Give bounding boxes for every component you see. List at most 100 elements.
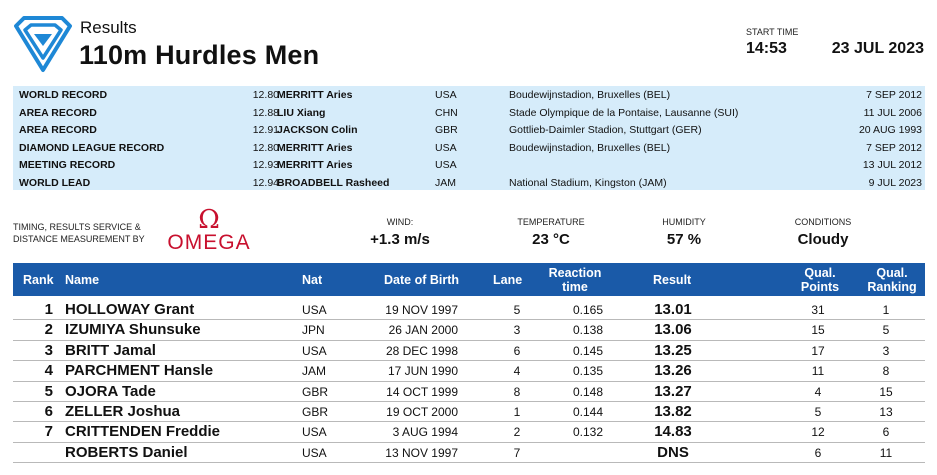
record-type: WORLD LEAD xyxy=(19,176,91,189)
athlete-name: PARCHMENT Hansle xyxy=(65,362,214,380)
qual-ranking-cell: 11 xyxy=(879,445,893,460)
qual-points-cell: 4 xyxy=(814,384,822,399)
record-venue: Boudewijnstadion, Bruxelles (BEL) xyxy=(509,89,671,101)
record-venue: Gottlieb-Daimler Stadion, Stuttgart (GER… xyxy=(509,124,702,136)
result-cell: 13.06 xyxy=(654,321,692,339)
result-row: 1 HOLLOWAY Grant USA 19 NOV 1997 5 0.165… xyxy=(13,300,925,321)
lane-cell: 8 xyxy=(513,384,521,399)
page-title: 110m Hurdles Men xyxy=(79,40,320,70)
header-qual-points-line1: Qual. xyxy=(804,266,836,280)
record-date: 11 JUL 2006 xyxy=(863,106,922,119)
athlete-name: BRITT Jamal xyxy=(65,341,156,359)
record-date: 20 AUG 1993 xyxy=(858,124,922,136)
qual-points-cell: 12 xyxy=(811,425,825,440)
record-type: AREA RECORD xyxy=(19,106,97,119)
dob-cell: 19 OCT 2000 xyxy=(386,405,458,419)
result-cell: 13.82 xyxy=(654,403,692,420)
record-nat: JAM xyxy=(435,176,456,189)
qual-points-cell: 11 xyxy=(811,364,825,379)
omega-logo: Ω OMEGA xyxy=(162,207,256,255)
start-time-label: START TIME xyxy=(746,27,799,37)
dob-cell: 26 JAN 2000 xyxy=(388,323,458,338)
header-dob: Date of Birth xyxy=(384,273,459,287)
rank-cell: 7 xyxy=(44,423,53,441)
result-cell: DNS xyxy=(657,443,689,461)
page-subtitle: Results xyxy=(80,18,137,37)
result-cell: 13.01 xyxy=(654,301,692,318)
header-reaction-line2: time xyxy=(562,280,588,294)
temperature-value: 23 °C xyxy=(532,231,570,248)
result-row: 7 CRITTENDEN Freddie USA 3 AUG 1994 2 0.… xyxy=(13,422,925,443)
dob-cell: 17 JUN 1990 xyxy=(387,364,458,379)
header-qual-ranking-line1: Qual. xyxy=(876,266,908,280)
record-date: 9 JUL 2023 xyxy=(868,176,922,189)
omega-symbol-icon: Ω xyxy=(198,205,220,235)
record-holder: LIU Xiang xyxy=(277,106,326,119)
conditions-value: Cloudy xyxy=(797,231,849,248)
nat-cell: JAM xyxy=(302,364,326,379)
record-row: WORLD RECORD 12.80 MERRITT Aries USA Bou… xyxy=(13,87,925,104)
athlete-name: ROBERTS Daniel xyxy=(65,443,188,461)
diamond-league-logo-icon xyxy=(14,16,72,72)
record-venue: National Stadium, Kingston (JAM) xyxy=(509,176,667,189)
omega-wordmark: OMEGA xyxy=(167,231,251,254)
reaction-cell: 0.165 xyxy=(572,303,604,317)
reaction-cell: 0.144 xyxy=(572,405,604,419)
record-nat: USA xyxy=(435,89,457,101)
wind-value: +1.3 m/s xyxy=(370,231,430,248)
record-mark: 12.88 xyxy=(252,106,279,119)
nat-cell: USA xyxy=(302,425,327,440)
qual-points-cell: 6 xyxy=(814,445,822,460)
athlete-name: IZUMIYA Shunsuke xyxy=(65,321,201,339)
timing-credit: TIMING, RESULTS SERVICE & DISTANCE MEASU… xyxy=(13,221,145,245)
wind-label: WIND: xyxy=(386,217,414,227)
result-cell: 13.27 xyxy=(654,382,692,400)
qual-ranking-cell: 1 xyxy=(882,303,890,317)
record-holder: BROADBELL Rasheed xyxy=(277,176,390,189)
result-row: ROBERTS Daniel USA 13 NOV 1997 7 DNS 6 1… xyxy=(13,443,925,464)
qual-points-cell: 5 xyxy=(814,405,822,419)
dob-cell: 14 OCT 1999 xyxy=(386,384,458,399)
records-panel: WORLD RECORD 12.80 MERRITT Aries USA Bou… xyxy=(13,86,925,190)
nat-cell: USA xyxy=(302,445,327,460)
reaction-cell: 0.148 xyxy=(572,384,604,399)
rank-cell: 6 xyxy=(44,403,53,420)
qual-ranking-cell: 3 xyxy=(882,343,890,358)
record-date: 7 SEP 2012 xyxy=(866,141,922,154)
qual-ranking-cell: 8 xyxy=(882,364,890,379)
record-nat: USA xyxy=(435,141,457,154)
record-type: MEETING RECORD xyxy=(19,159,116,171)
lane-cell: 7 xyxy=(513,445,521,460)
header-name: Name xyxy=(65,273,100,287)
nat-cell: GBR xyxy=(302,405,329,419)
header-rank: Rank xyxy=(23,273,54,287)
header-result: Result xyxy=(653,273,692,287)
record-venue: Stade Olympique de la Pontaise, Lausanne… xyxy=(509,106,739,119)
record-row: AREA RECORD 12.88 LIU Xiang CHN Stade Ol… xyxy=(13,105,925,122)
record-nat: CHN xyxy=(435,106,458,119)
header-lane: Lane xyxy=(493,273,523,287)
lane-cell: 2 xyxy=(513,425,521,440)
record-row: WORLD LEAD 12.94 BROADBELL Rasheed JAM N… xyxy=(13,175,925,192)
record-venue: Boudewijnstadion, Bruxelles (BEL) xyxy=(509,141,671,154)
nat-cell: USA xyxy=(302,343,327,358)
record-type: WORLD RECORD xyxy=(19,89,108,101)
lane-cell: 6 xyxy=(513,343,521,358)
wind-info: WIND: +1.3 m/s xyxy=(340,216,460,250)
rank-cell: 3 xyxy=(44,341,53,359)
record-holder: MERRITT Aries xyxy=(277,159,353,171)
qual-points-cell: 15 xyxy=(811,323,825,338)
reaction-cell: 0.132 xyxy=(572,425,604,440)
record-holder: MERRITT Aries xyxy=(277,89,353,101)
athlete-name: OJORA Tade xyxy=(65,382,156,400)
record-row: AREA RECORD 12.91 JACKSON Colin GBR Gott… xyxy=(13,122,925,139)
header-qual-ranking: Qual. Ranking xyxy=(865,266,919,294)
humidity-label: HUMIDITY xyxy=(662,217,706,227)
record-mark: 12.80 xyxy=(252,89,279,101)
nat-cell: GBR xyxy=(302,384,329,399)
start-time: 14:53 xyxy=(746,40,787,57)
dob-cell: 19 NOV 1997 xyxy=(385,303,458,317)
lane-cell: 3 xyxy=(513,323,521,338)
qual-points-cell: 17 xyxy=(811,343,825,358)
conditions-info: CONDITIONS Cloudy xyxy=(763,216,883,250)
